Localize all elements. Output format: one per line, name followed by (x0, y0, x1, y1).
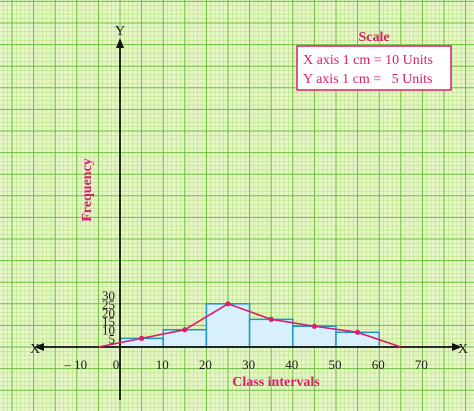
x-tick-label: 20 (199, 357, 212, 372)
histogram-bar-5 (292, 325, 337, 348)
polygon-point-7 (355, 329, 361, 335)
x-tick-label: 50 (329, 357, 342, 372)
scale-box-frame (296, 45, 452, 91)
scale-line-x: X axis 1 cm = 10 Units (303, 53, 433, 68)
x-tick-label: 0 (113, 357, 120, 372)
x-tick-label: 30 (242, 357, 255, 372)
x-axis-arrow-left (34, 343, 44, 351)
x-tick-label: 40 (285, 357, 298, 372)
histogram-bar-4 (248, 318, 294, 348)
y-tick-label: 30 (102, 288, 115, 303)
y-tick-label: 15 (102, 314, 115, 329)
x-axis-neg-letter: X' (30, 342, 43, 357)
y-tick-label: 5 (109, 331, 116, 346)
y-tick-label: 25 (102, 297, 115, 312)
axes (34, 38, 462, 400)
frequency-polygon (98, 301, 402, 348)
x-tick-label: 10 (156, 357, 169, 372)
x-axis-arrow-right (452, 343, 462, 351)
y-axis-title: Frequency (80, 158, 95, 222)
histogram-bar-3 (205, 303, 251, 348)
polygon-point-2 (139, 335, 145, 341)
scale-box: Scale X axis 1 cm = 10 Units Y axis 1 cm… (296, 30, 452, 91)
polygon-point-3 (182, 327, 188, 333)
polygon-point-6 (311, 323, 317, 329)
frequency-polygon-line (98, 302, 402, 348)
x-tick-label: 60 (372, 357, 385, 372)
polygon-point-4 (225, 301, 231, 307)
x-axis-title: Class intervals (232, 375, 320, 390)
polygon-point-5 (268, 316, 274, 322)
x-tick-label: 70 (415, 357, 428, 372)
x-axis-letter: X (458, 342, 468, 357)
scale-title: Scale (358, 30, 389, 45)
scale-line-y: Y axis 1 cm = 5 Units (303, 72, 432, 87)
y-tick-label: 10 (102, 323, 115, 338)
y-axis-letter: Y (115, 24, 125, 39)
histogram-bars (119, 303, 380, 348)
x-tick-label: – 10 (63, 357, 87, 372)
y-axis-arrow-up (116, 38, 124, 48)
y-tick-label: 20 (102, 305, 115, 320)
